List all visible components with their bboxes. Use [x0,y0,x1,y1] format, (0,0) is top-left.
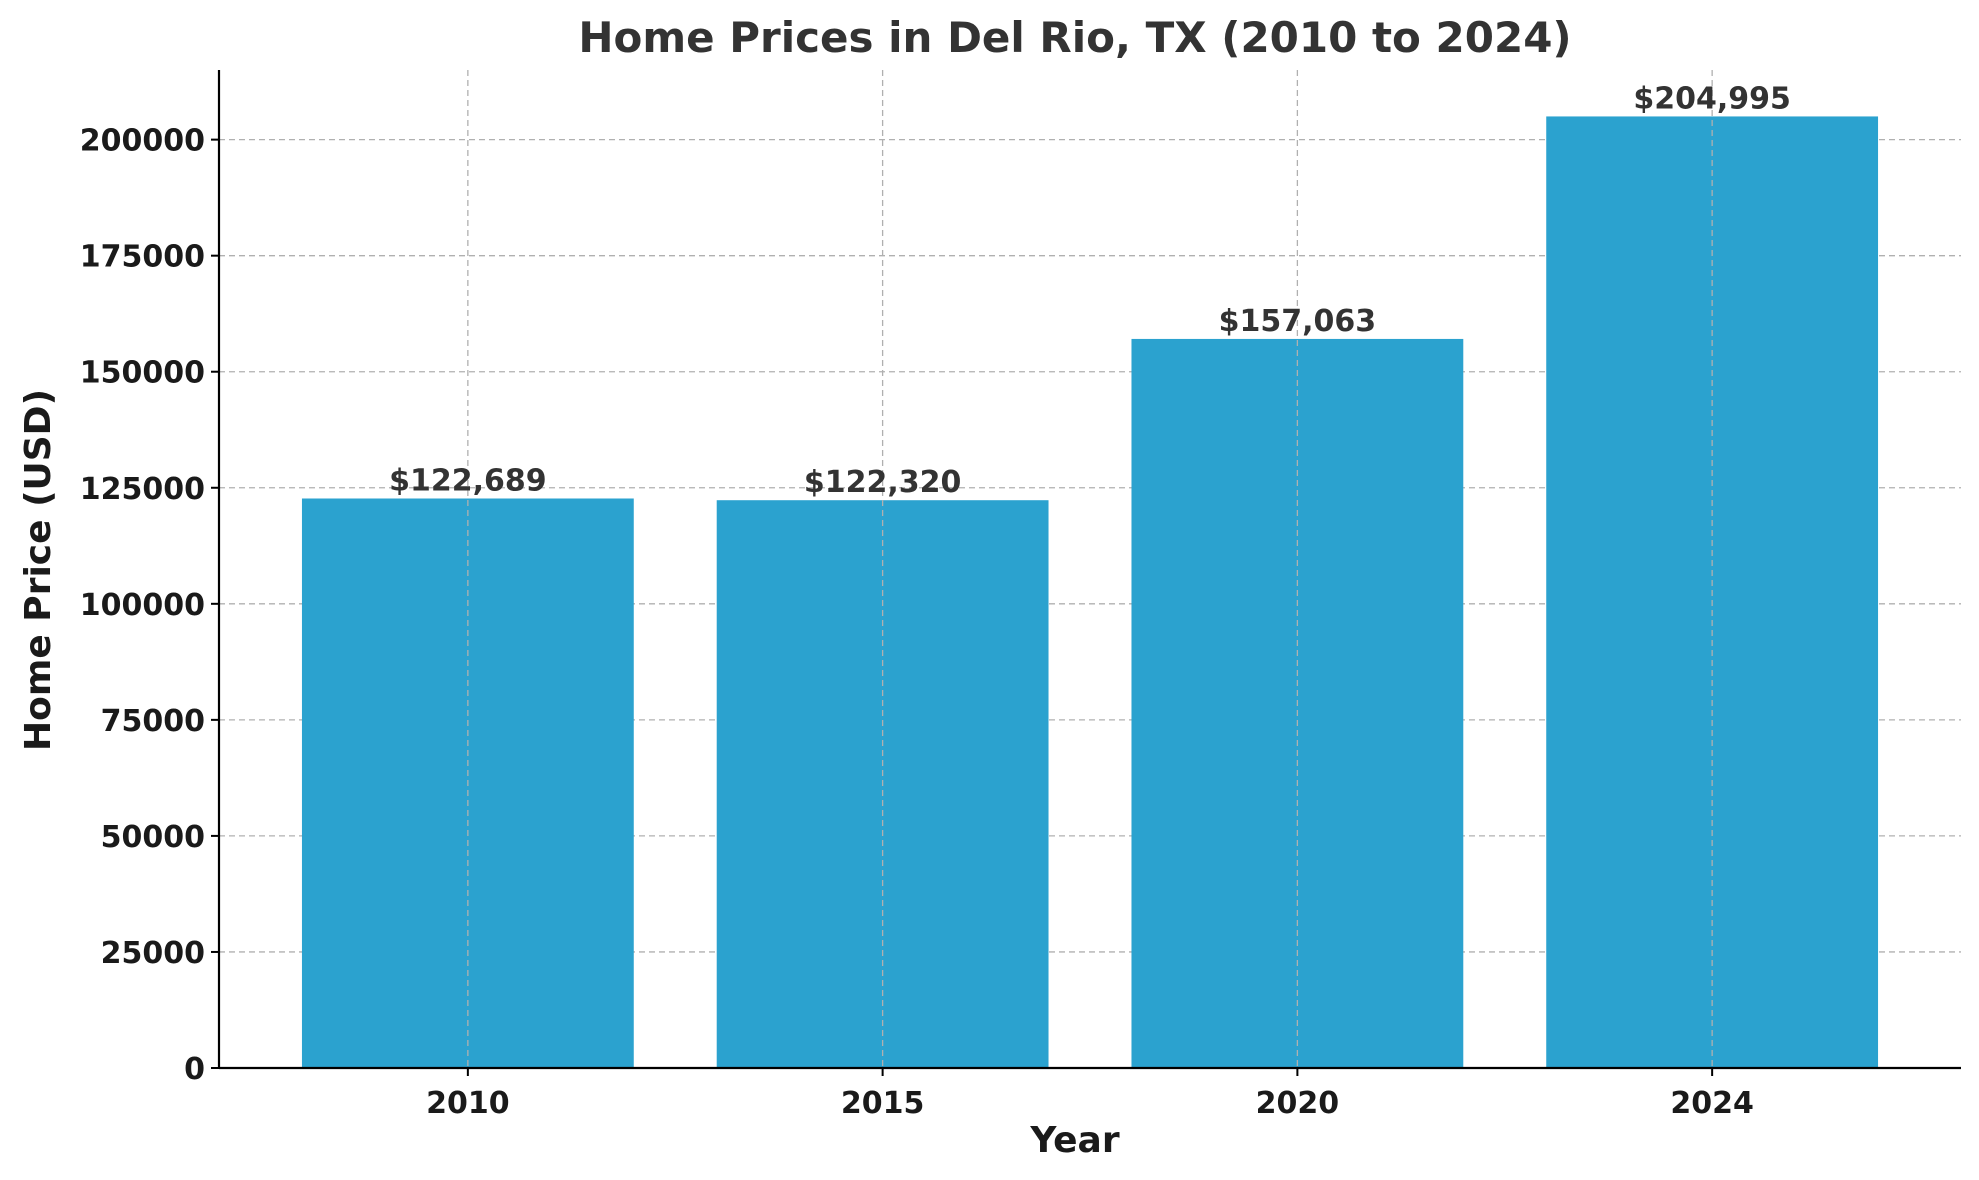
x-tick-label: 2010 [426,1086,510,1121]
x-tick-label: 2015 [841,1086,925,1121]
bar-layer [301,116,1879,1069]
bar-data-label: $204,995 [1633,81,1791,116]
bar-data-label: $122,689 [389,463,547,498]
x-tick-label: 2020 [1256,1086,1340,1121]
y-tick-label: 125000 [80,472,205,507]
y-tick-label: 200000 [80,124,205,159]
y-tick-label: 175000 [80,240,205,275]
y-tick-label: 50000 [101,820,205,855]
y-axis-label: Home Price (USD) [18,389,59,751]
y-tick-label: 25000 [101,936,205,971]
x-grid-layer [467,70,1713,1068]
chart-title: Home Prices in Del Rio, TX (2010 to 2024… [578,13,1571,62]
x-axis-label: Year [1029,1120,1119,1161]
y-tick-label: 0 [184,1052,205,1087]
bar-data-label: $122,320 [804,465,962,500]
axis-layer [211,70,1961,1076]
y-tick-label: 100000 [80,588,205,623]
data-label-layer: $122,689 $122,320 $157,063 $204,995 [389,81,1791,500]
x-tick-label: 2024 [1670,1086,1754,1121]
bar-data-label: $157,063 [1219,304,1377,339]
tick-label-layer: 0 25000 50000 75000 100000 125000 150000 175000… [80,124,1754,1121]
y-tick-label: 150000 [80,356,205,391]
y-tick-label: 75000 [101,704,205,739]
